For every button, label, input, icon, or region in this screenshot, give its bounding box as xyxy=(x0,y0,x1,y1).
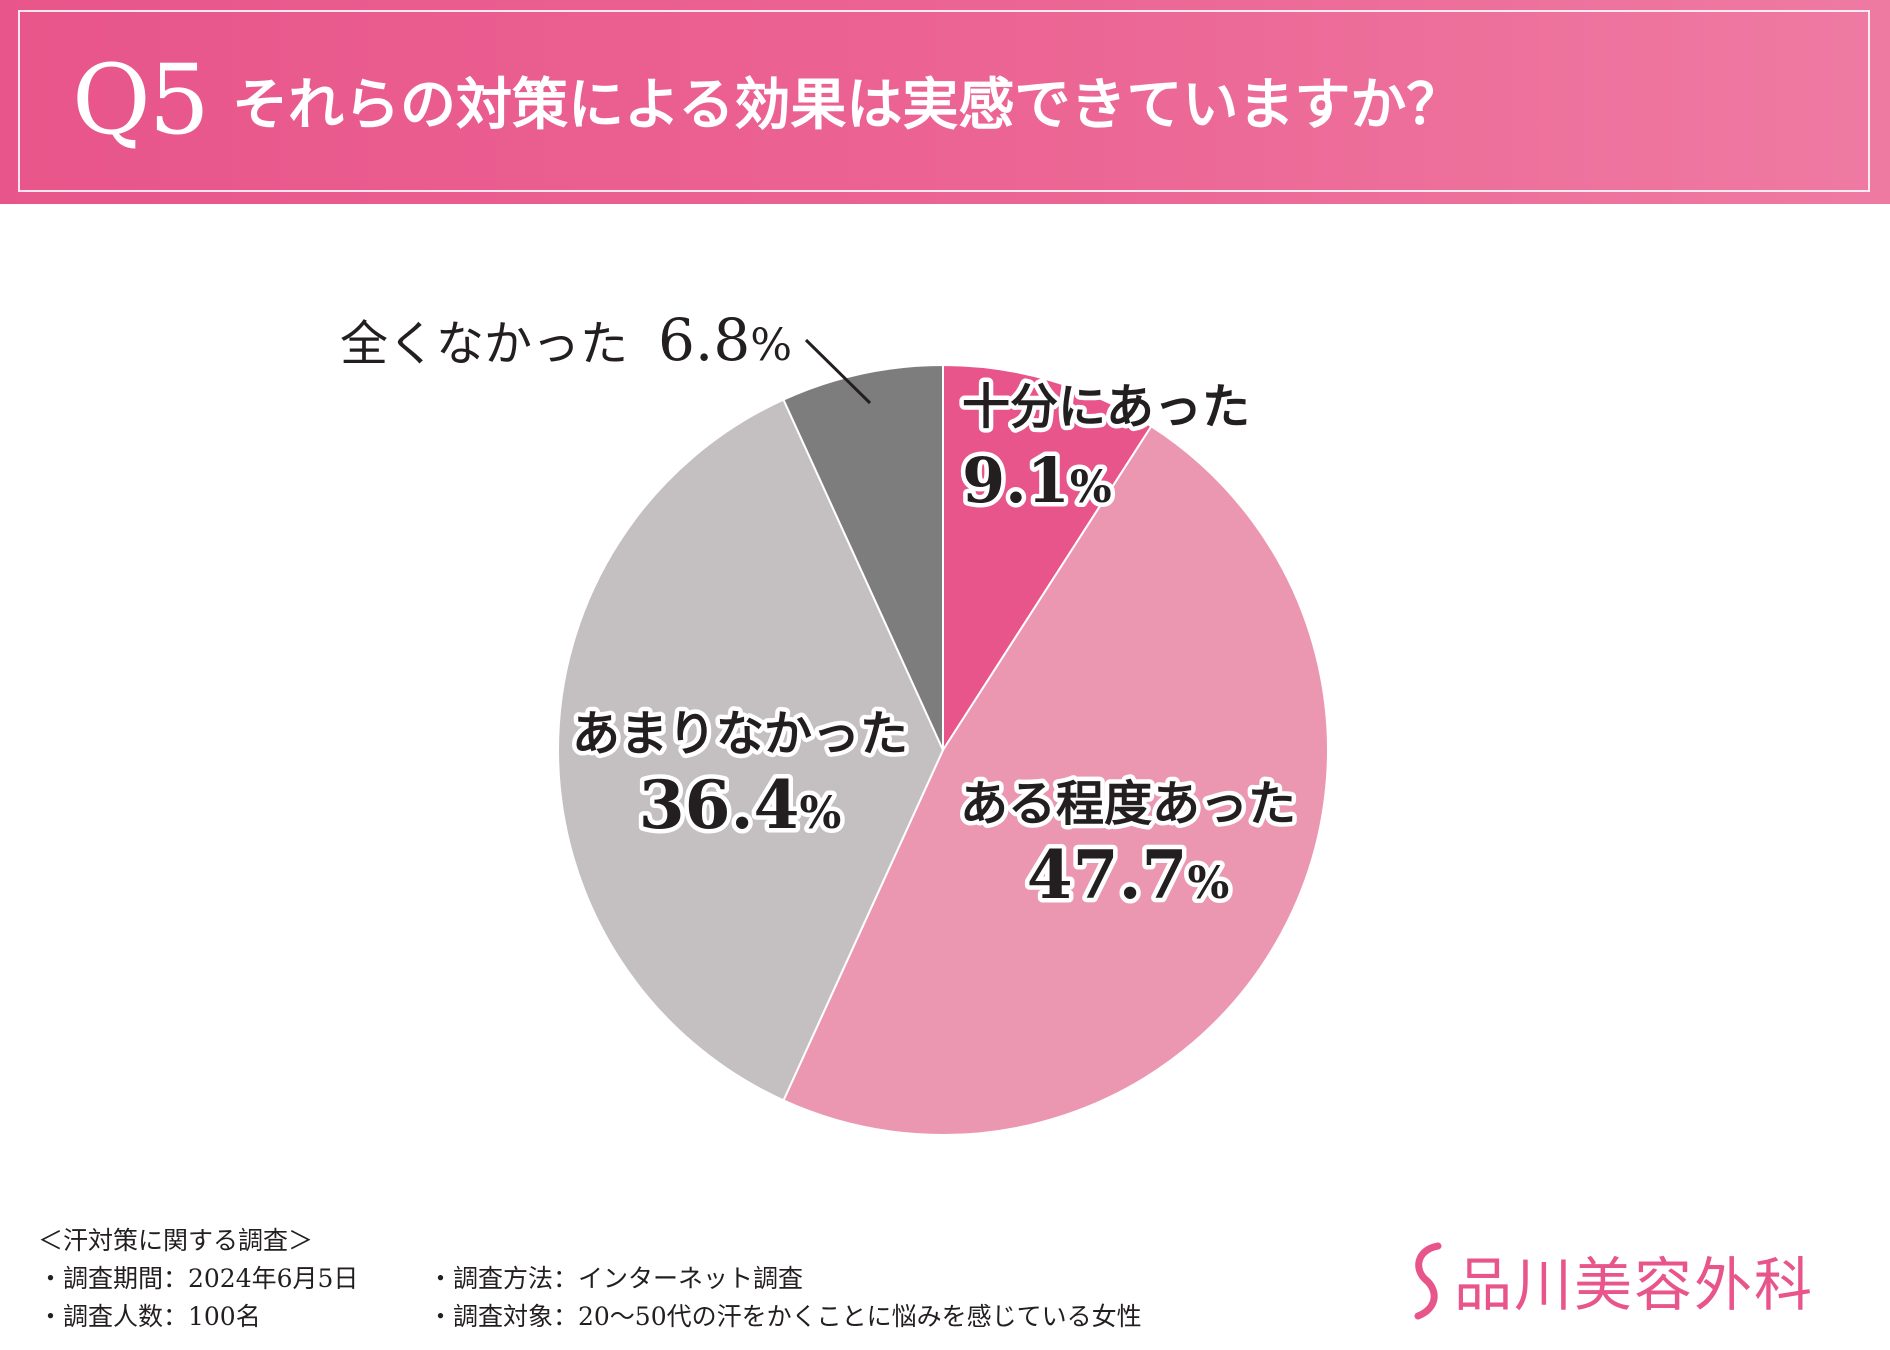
question-text: それらの対策による効果は実感できていますか？ xyxy=(232,72,1463,138)
slice-value-somewhat: 47.7% xyxy=(1027,836,1230,914)
slice-value-very-number: 9.1 xyxy=(962,444,1070,517)
slice-none xyxy=(782,363,944,751)
leader-line xyxy=(804,338,872,405)
slice-little xyxy=(557,398,945,1102)
survey-info: ＜汗対策に関する調査＞ ・調査期間：2024年6月5日 ・調査方法：インターネッ… xyxy=(38,1222,1142,1336)
slice-label-somewhat: ある程度あった xyxy=(960,776,1296,832)
slice-very xyxy=(942,363,1153,754)
survey-count: ・調査人数：100名 xyxy=(38,1302,261,1331)
slice-label-little: あまりなかった xyxy=(572,706,908,762)
slice-value-little: 36.4% xyxy=(639,766,842,844)
slice-label-none: 全くなかった xyxy=(340,316,628,372)
slice-value-little-number: 36.4 xyxy=(639,766,800,844)
survey-target: ・調査対象：20～50代の汗をかくことに悩みを感じている女性 xyxy=(428,1302,1142,1331)
slice-value-somewhat-number: 47.7 xyxy=(1027,836,1188,914)
slice-somewhat xyxy=(782,424,1329,1136)
header-frame xyxy=(18,10,1870,192)
s-curve-logo-icon xyxy=(1414,1242,1442,1320)
brand-name: 品川美容外科 xyxy=(1454,1251,1815,1319)
survey-title: ＜汗対策に関する調査＞ xyxy=(38,1226,314,1255)
brand-logo: 品川美容外科 xyxy=(1408,1240,1814,1320)
slice-value-none-number: 6.8 xyxy=(658,306,750,374)
header-banner: Q5 それらの対策による効果は実感できていますか？ xyxy=(0,0,1890,204)
question-number: Q5 xyxy=(72,44,210,156)
slice-value-none: 6.8% xyxy=(658,306,792,374)
survey-method: ・調査方法：インターネット調査 xyxy=(428,1264,804,1293)
survey-period: ・調査期間：2024年6月5日 xyxy=(38,1264,359,1293)
slice-value-very: 9.1% xyxy=(962,444,1112,517)
slice-label-very: 十分にあった xyxy=(962,379,1250,435)
